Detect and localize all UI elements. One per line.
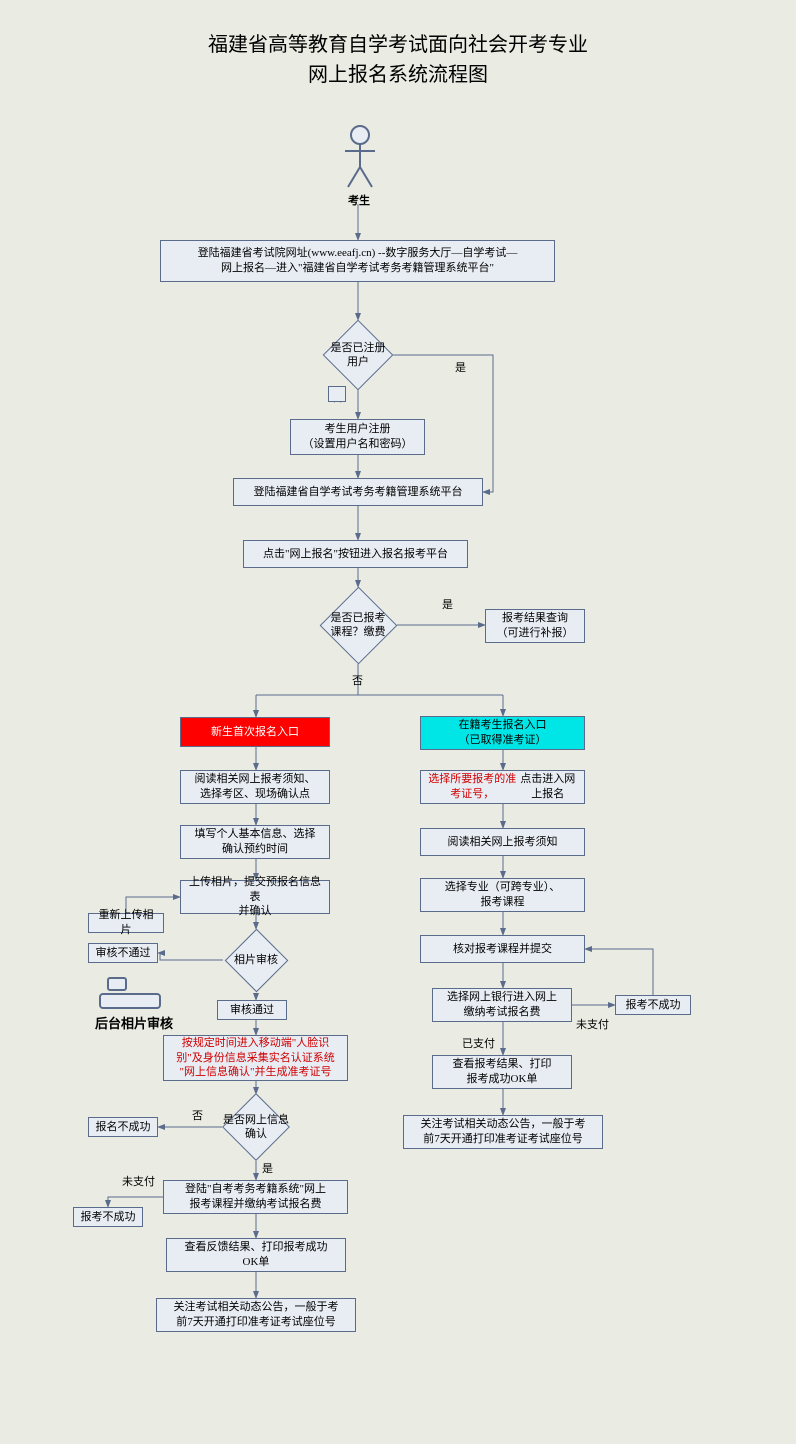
node-new-fail1: 报名不成功: [88, 1117, 158, 1137]
node-existing-entry: 在籍考生报名入口（已取得准考证）: [420, 716, 585, 750]
node-new-pay: 登陆"自考考务考籍系统"网上报考课程并缴纳考试报名费: [163, 1180, 348, 1214]
edge-label: 是: [262, 1160, 273, 1176]
edge-label-no-box: [328, 386, 346, 402]
actor-label: 考生: [348, 192, 370, 208]
node-new-face: 按规定时间进入移动端"人脸识别"及身份信息采集实名认证系统"网上信息确认"并生成…: [163, 1035, 348, 1081]
decision-label-d-paid: 是否已报考课程？缴费: [314, 598, 402, 653]
node-login-site: 登陆福建省考试院网址(www.eeafj.cn) --数字服务大厅—自学考试—网…: [160, 240, 555, 282]
node-existing-notice: 关注考试相关动态公告，一般于考前7天开通打印准考证考试座位号: [403, 1115, 603, 1149]
node-register: 考生用户注册（设置用户名和密码）: [290, 419, 425, 455]
edge-label: 已支付: [462, 1035, 495, 1051]
edge-label: 否: [192, 1107, 203, 1123]
node-existing-print: 查看报考结果、打印报考成功OK单: [432, 1055, 572, 1089]
node-click-online: 点击"网上报名"按钮进入报名报考平台: [243, 540, 468, 568]
node-login-platform: 登陆福建省自学考试考务考籍管理系统平台: [233, 478, 483, 506]
node-new-notice: 关注考试相关动态公告，一般于考前7天开通打印准考证考试座位号: [156, 1298, 356, 1332]
edge-label: 未支付: [122, 1173, 155, 1189]
decision-label-d-photo: 相片审核: [220, 938, 292, 983]
node-reupload: 重新上传相片: [88, 913, 164, 933]
node-new-read: 阅读相关网上报考须知、选择考区、现场确认点: [180, 770, 330, 804]
node-query-result: 报考结果查询（可进行补报）: [485, 609, 585, 643]
edge-label: 是: [442, 596, 453, 612]
node-existing-major: 选择专业（可跨专业）、报考课程: [420, 878, 585, 912]
label-backend-label: 后台相片审核: [95, 1013, 173, 1032]
node-pass-audit: 审核通过: [217, 1000, 287, 1020]
edge-label: 未支付: [576, 1016, 609, 1032]
node-existing-bank: 选择网上银行进入网上缴纳考试报名费: [432, 988, 572, 1022]
node-new-entry: 新生首次报名入口: [180, 717, 330, 747]
decision-label-d-confirm: 是否网上信息确认: [218, 1103, 295, 1151]
flowchart-canvas: 考生登陆福建省考试院网址(www.eeafj.cn) --数字服务大厅—自学考试…: [0, 0, 796, 1444]
node-new-fill: 填写个人基本信息、选择确认预约时间: [180, 825, 330, 859]
node-new-print: 查看反馈结果、打印报考成功OK单: [166, 1238, 346, 1272]
node-existing-verify: 核对报考课程并提交: [420, 935, 585, 963]
node-new-upload: 上传相片，提交预报名信息表并确认: [180, 880, 330, 914]
node-existing-fail: 报考不成功: [615, 995, 691, 1015]
edge-label: 否: [352, 672, 363, 688]
node-existing-read: 阅读相关网上报考须知: [420, 828, 585, 856]
node-existing-select: 选择所要报考的准考证号，点击进入网上报名: [420, 770, 585, 804]
node-fail-audit: 审核不通过: [88, 943, 158, 963]
decision-label-d-registered: 是否已注册用户: [318, 330, 398, 380]
edge-label: 是: [455, 359, 466, 375]
node-new-fail2: 报考不成功: [73, 1207, 143, 1227]
